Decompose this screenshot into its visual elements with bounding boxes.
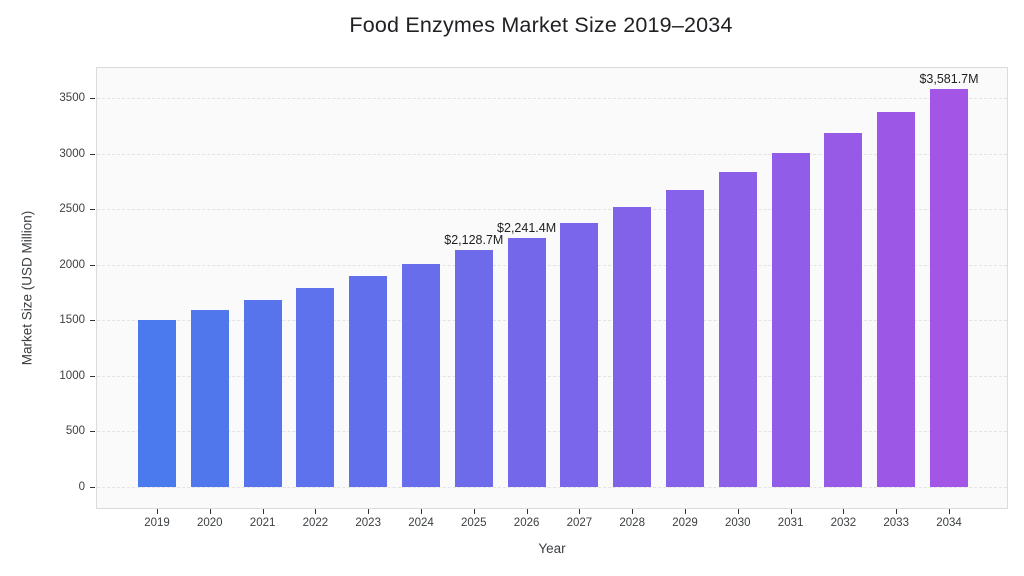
gridline (97, 98, 1007, 99)
y-tick-mark (90, 375, 95, 377)
y-tick-mark (90, 209, 95, 211)
x-tick-mark (526, 509, 528, 514)
y-tick-mark (90, 264, 95, 266)
y-tick-label: 3500 (59, 92, 85, 104)
y-tick-label: 1000 (59, 369, 85, 382)
plot-area (96, 67, 1008, 509)
bar (190, 310, 229, 487)
x-tick-mark (632, 509, 634, 514)
y-tick-mark (90, 98, 95, 99)
x-tick-mark (209, 509, 211, 514)
bar (771, 153, 810, 487)
y-tick-mark (90, 431, 95, 433)
x-tick-mark (685, 509, 686, 514)
bar-value-label: $3,581.7M (919, 71, 979, 86)
x-tick-label: 2027 (566, 517, 593, 529)
x-tick-label: 2033 (883, 517, 909, 529)
gridline (97, 431, 1007, 433)
bar (402, 263, 440, 487)
x-tick-label: 2021 (249, 517, 276, 529)
bar (243, 299, 282, 487)
x-tick-mark (157, 509, 158, 514)
bar (296, 288, 335, 487)
x-tick-mark (421, 509, 422, 514)
chart-title: Food Enzymes Market Size 2019–2034 (349, 13, 733, 37)
bar-value-label: $2,241.4M (497, 220, 557, 235)
x-tick-mark (473, 509, 475, 514)
x-tick-mark (315, 509, 317, 514)
x-tick-label: 2023 (355, 517, 381, 529)
bar (666, 190, 704, 487)
y-tick-label: 0 (78, 480, 85, 493)
y-tick-label: 2000 (59, 258, 85, 271)
bar (930, 88, 968, 487)
y-tick-label: 3000 (59, 147, 85, 160)
x-tick-mark (843, 509, 845, 514)
x-tick-mark (579, 509, 581, 514)
x-tick-label: 2019 (144, 517, 170, 529)
x-tick-label: 2026 (513, 517, 540, 529)
x-tick-mark (896, 509, 898, 514)
x-tick-label: 2020 (197, 517, 223, 529)
bar (824, 133, 863, 487)
bar (560, 222, 599, 487)
gridline (97, 153, 1007, 155)
bar (718, 172, 757, 487)
y-tick-label: 1500 (59, 314, 85, 327)
gridline (97, 264, 1007, 266)
x-tick-label: 2034 (936, 517, 962, 529)
y-tick-mark (90, 486, 95, 488)
gridline (97, 375, 1007, 377)
x-tick-mark (737, 509, 739, 514)
x-tick-mark (790, 509, 792, 514)
x-tick-label: 2032 (830, 517, 857, 529)
x-tick-mark (949, 509, 950, 514)
y-tick-label: 500 (65, 425, 85, 438)
bar (507, 237, 546, 487)
x-tick-label: 2030 (725, 517, 751, 529)
x-tick-mark (368, 509, 370, 514)
x-axis-title: Year (538, 541, 566, 556)
x-tick-label: 2031 (777, 517, 804, 529)
y-tick-label: 2500 (59, 203, 85, 216)
bar (349, 276, 388, 487)
y-tick-mark (90, 320, 95, 322)
bar (138, 320, 176, 487)
x-tick-label: 2022 (302, 517, 329, 529)
x-tick-label: 2028 (619, 517, 645, 529)
y-tick-mark (90, 153, 95, 155)
x-tick-label: 2029 (672, 517, 698, 529)
y-axis-title: Market Size (USD Million) (19, 210, 35, 366)
x-tick-mark (262, 509, 264, 514)
gridline (97, 486, 1007, 488)
gridline (97, 209, 1007, 211)
gridline (97, 320, 1007, 322)
bar-value-label: $2,128.7M (444, 233, 504, 248)
x-tick-label: 2024 (408, 517, 434, 529)
x-tick-label: 2025 (461, 517, 487, 529)
bar (613, 206, 652, 487)
bar (877, 111, 916, 487)
bar (454, 250, 493, 487)
